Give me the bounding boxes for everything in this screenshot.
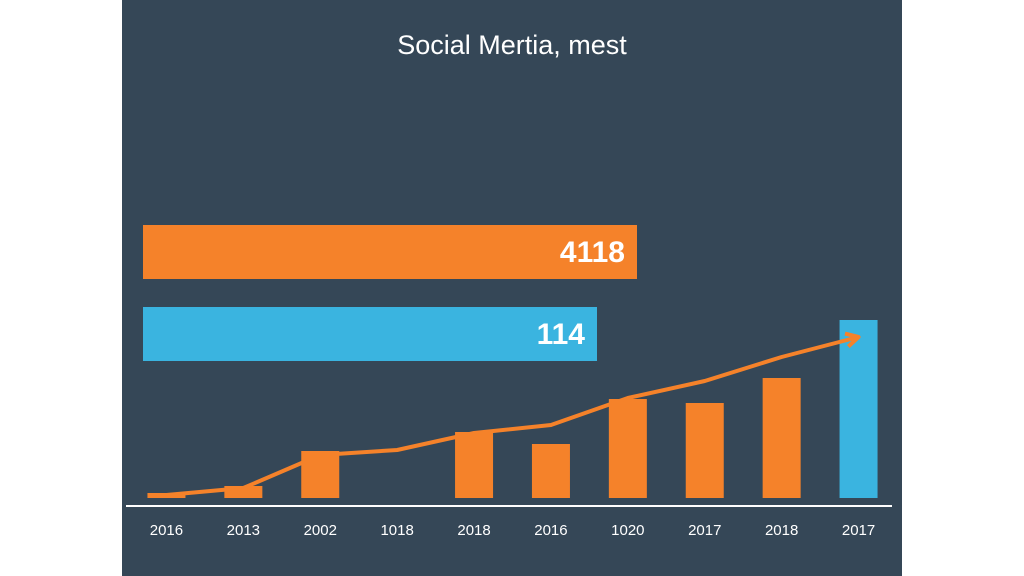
bar bbox=[301, 451, 340, 498]
line bbox=[166, 335, 860, 497]
bar bbox=[455, 432, 494, 498]
x-tick-label: 2018 bbox=[457, 522, 490, 539]
bar bbox=[685, 403, 724, 498]
x-tick-label: 2017 bbox=[688, 522, 721, 539]
x-tick-label: 2016 bbox=[150, 522, 183, 539]
x-tick-label: 2017 bbox=[842, 522, 875, 539]
x-tick-label: 1018 bbox=[380, 522, 413, 539]
bar bbox=[839, 320, 878, 498]
arrow-head bbox=[844, 331, 861, 349]
bar bbox=[531, 444, 570, 498]
x-tick-label: 1020 bbox=[611, 522, 644, 539]
chart-title: Social Mertia, mest bbox=[397, 30, 627, 60]
x-tick-label: 2013 bbox=[227, 522, 260, 539]
bar bbox=[147, 493, 186, 498]
callout-bar bbox=[143, 307, 597, 361]
callout-bar bbox=[143, 225, 637, 279]
bar bbox=[608, 399, 647, 498]
x-tick-label: 2002 bbox=[304, 522, 337, 539]
callout-label: 4118 bbox=[560, 236, 625, 269]
callout-label: 114 bbox=[537, 318, 586, 351]
x-tick-label: 2018 bbox=[765, 522, 798, 539]
bar bbox=[762, 378, 801, 498]
x-tick-label: 2016 bbox=[534, 522, 567, 539]
